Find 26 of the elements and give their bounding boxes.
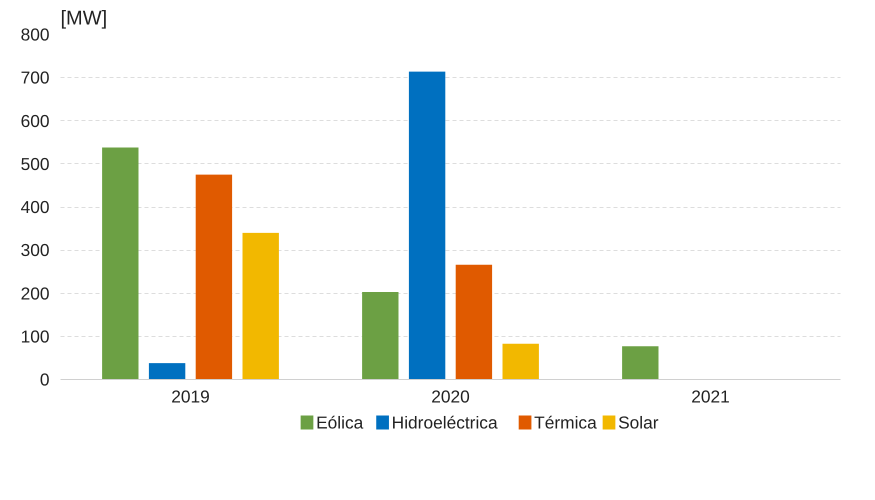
y-tick-label: 0: [40, 370, 50, 390]
y-tick-label: 600: [20, 110, 50, 131]
bar: [362, 292, 398, 380]
bar: [408, 72, 446, 380]
bar: [196, 174, 232, 380]
legend-label: Eólica: [316, 412, 364, 432]
y-tick-label: 500: [20, 154, 50, 174]
legend-label: Solar: [618, 412, 659, 432]
y-tick-label: 800: [20, 24, 50, 44]
legend-label: Hidroeléctrica: [392, 412, 498, 432]
y-tick-label: 100: [20, 326, 50, 346]
bar: [622, 346, 658, 380]
y-tick-label: 200: [20, 283, 50, 304]
x-tick-label: 2021: [691, 386, 730, 406]
x-tick-label: 2020: [431, 386, 470, 406]
bar: [102, 147, 138, 380]
bar: [148, 363, 186, 380]
y-tick-label: 400: [20, 197, 50, 217]
bar: [502, 344, 539, 380]
y-axis-title: [MW]: [60, 8, 108, 30]
y-tick-label: 700: [20, 68, 50, 88]
legend-label: Térmica: [534, 412, 598, 432]
y-tick-label: 300: [20, 240, 50, 260]
x-tick-label: 2019: [171, 386, 210, 406]
bar: [456, 264, 492, 380]
bar: [242, 232, 279, 380]
